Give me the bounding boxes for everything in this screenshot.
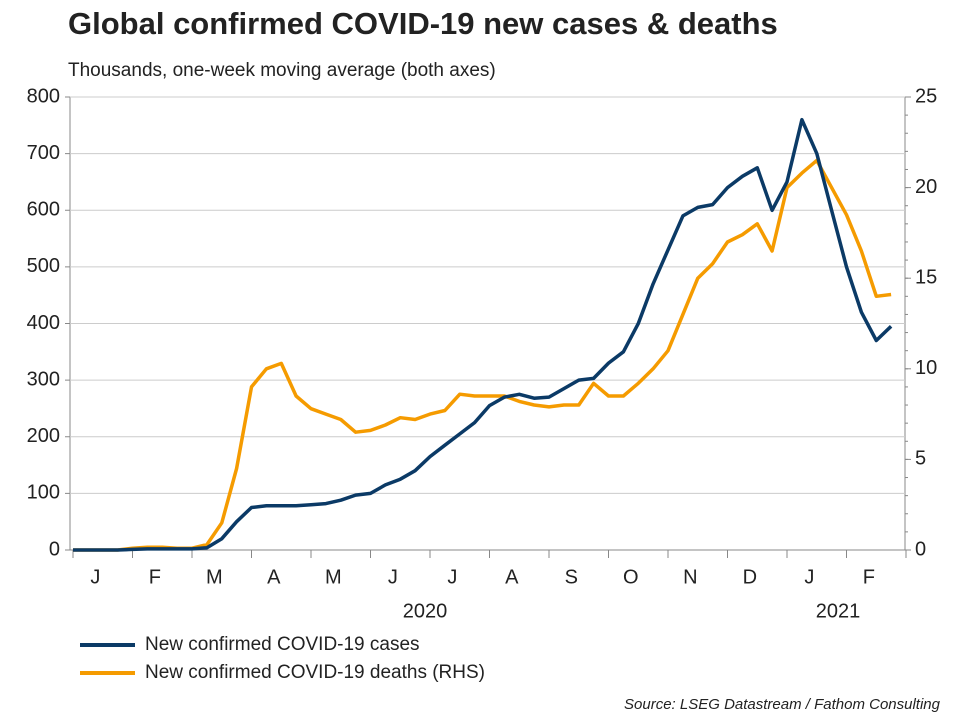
y2-tick-label: 25 — [915, 85, 937, 107]
x-tick-label: A — [267, 566, 281, 588]
x-tick-label: J — [447, 566, 457, 588]
y-tick-label: 800 — [27, 85, 60, 107]
y2-tick-label: 10 — [915, 357, 937, 379]
chart-subtitle: Thousands, one-week moving average (both… — [68, 60, 496, 81]
x-tick-label: F — [149, 566, 161, 588]
x-tick-label: A — [505, 566, 519, 588]
series-line — [73, 117, 893, 552]
x-tick-label: J — [804, 566, 814, 588]
x-tick-label: J — [388, 566, 398, 588]
x-tick-label: S — [565, 566, 578, 588]
y-tick-label: 600 — [27, 199, 60, 221]
y-tick-label: 700 — [27, 142, 60, 164]
x-tick-label: M — [206, 566, 223, 588]
y2-tick-label: 15 — [915, 266, 937, 288]
y-tick-label: 200 — [27, 425, 60, 447]
legend-label: New confirmed COVID-19 cases — [145, 634, 420, 655]
y-tick-label: 300 — [27, 368, 60, 390]
y2-tick-label: 20 — [915, 176, 937, 198]
y2-tick-label: 5 — [915, 448, 926, 470]
y-tick-label: 400 — [27, 312, 60, 334]
series-line — [73, 158, 892, 552]
y2-tick-label: 0 — [915, 538, 926, 560]
x-tick-label: F — [863, 566, 875, 588]
legend-label: New confirmed COVID-19 deaths (RHS) — [145, 662, 485, 683]
y-tick-label: 100 — [27, 482, 60, 504]
x-tick-label: M — [325, 566, 342, 588]
year-label: 2020 — [403, 600, 448, 622]
source: Source: LSEG Datastream / Fathom Consult… — [624, 696, 941, 713]
x-tick-label: N — [683, 566, 697, 588]
x-tick-label: J — [90, 566, 100, 588]
chart-title: Global confirmed COVID-19 new cases & de… — [68, 6, 778, 41]
y-tick-label: 500 — [27, 255, 60, 277]
year-label: 2021 — [816, 600, 861, 622]
x-tick-label: D — [743, 566, 757, 588]
y-tick-label: 0 — [49, 538, 60, 560]
x-tick-label: O — [623, 566, 639, 588]
